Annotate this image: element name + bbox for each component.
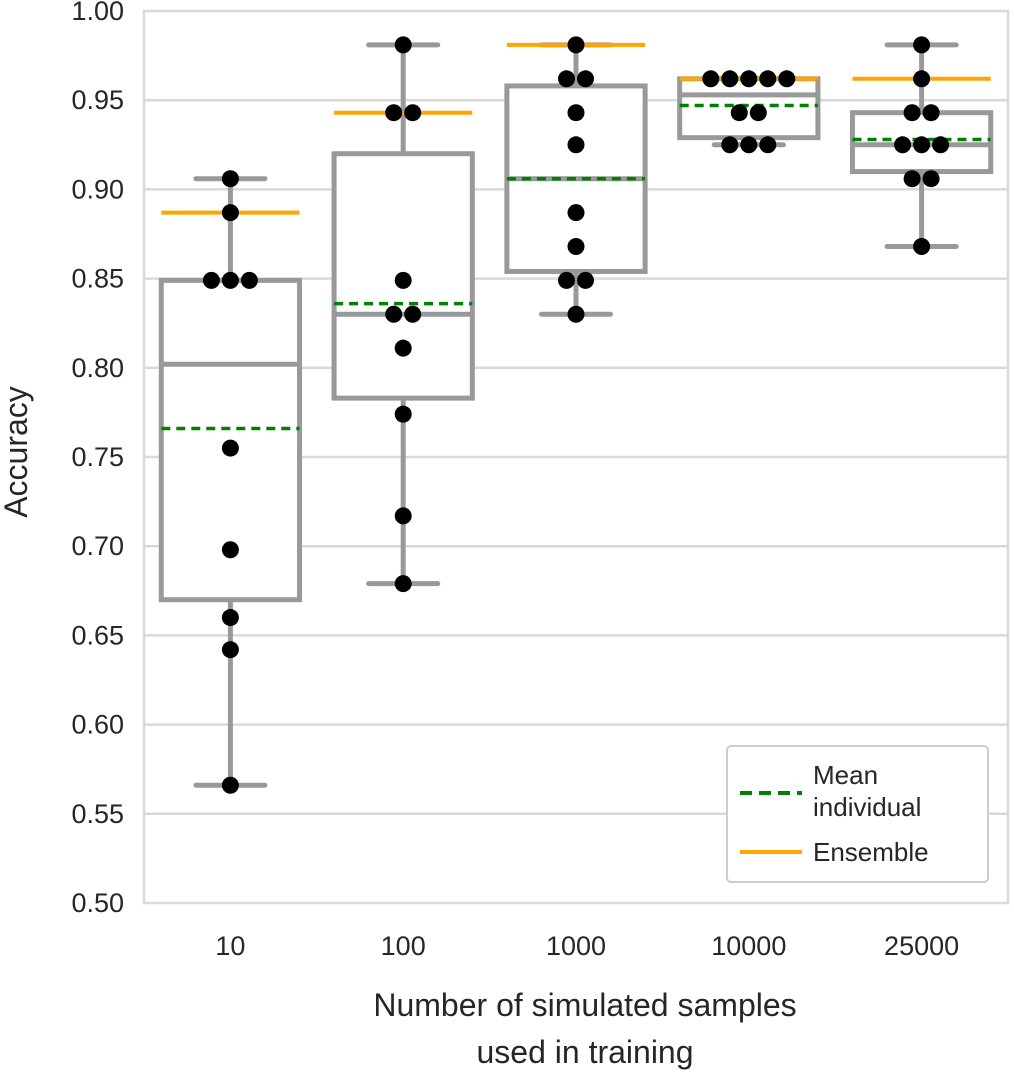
data-point xyxy=(394,36,412,54)
data-point xyxy=(385,305,403,323)
data-point xyxy=(221,204,239,222)
data-point xyxy=(221,439,239,457)
data-point xyxy=(894,136,912,154)
box-group xyxy=(331,42,475,587)
boxes xyxy=(158,42,994,788)
data-point xyxy=(558,271,575,289)
x-axis-label-line-2: used in training xyxy=(476,1034,693,1070)
x-tick-label: 10000 xyxy=(711,931,786,961)
data-point xyxy=(759,70,777,88)
data-point xyxy=(567,136,585,154)
data-point xyxy=(913,136,931,154)
data-point xyxy=(759,136,777,154)
x-tick-label: 25000 xyxy=(884,931,959,961)
x-tick-label: 100 xyxy=(381,931,426,961)
y-tick-label: 0.85 xyxy=(71,264,124,294)
data-point xyxy=(577,271,594,289)
box-iqr xyxy=(677,76,821,141)
data-point xyxy=(394,575,412,593)
data-point xyxy=(932,136,950,154)
data-point xyxy=(240,271,258,289)
data-point xyxy=(558,70,575,88)
data-point xyxy=(903,170,921,188)
data-point xyxy=(577,70,594,88)
data-point xyxy=(404,305,422,323)
y-tick-label: 0.80 xyxy=(71,353,124,383)
data-points xyxy=(202,36,950,794)
x-axis-label-line-1: Number of simulated samples xyxy=(373,987,796,1023)
data-point xyxy=(394,271,412,289)
data-point xyxy=(721,70,739,88)
data-point xyxy=(567,104,585,122)
y-tick-label: 0.55 xyxy=(71,799,124,829)
legend-frame xyxy=(726,745,989,883)
y-tick-label: 0.75 xyxy=(71,442,124,472)
data-point xyxy=(778,70,796,88)
data-point xyxy=(221,541,239,559)
data-point xyxy=(221,776,239,794)
data-point xyxy=(221,641,239,659)
data-point xyxy=(913,36,931,54)
data-point xyxy=(903,104,921,122)
legend-ensemble-label: Ensemble xyxy=(813,837,929,867)
data-point xyxy=(913,237,931,255)
data-point xyxy=(567,305,585,323)
data-point xyxy=(394,405,412,423)
data-point xyxy=(385,104,403,122)
data-point xyxy=(567,237,585,255)
x-tick-label: 1000 xyxy=(546,931,606,961)
data-point xyxy=(922,104,940,122)
data-point xyxy=(394,507,412,525)
y-tick-label: 0.60 xyxy=(71,710,124,740)
legend-mean-label-line-2: individual xyxy=(813,792,921,822)
y-tick-label: 0.90 xyxy=(71,174,124,204)
data-point xyxy=(749,104,767,122)
data-point xyxy=(721,136,739,154)
box-group xyxy=(677,76,821,148)
data-point xyxy=(394,339,412,357)
data-point xyxy=(221,609,239,627)
legend-mean-label-line-1: Mean xyxy=(813,760,878,790)
y-axis-label: Accuracy xyxy=(0,386,34,518)
data-point xyxy=(730,104,748,122)
y-tick-label: 0.65 xyxy=(71,620,124,650)
y-tick-label: 0.70 xyxy=(71,531,124,561)
y-tick-label: 0.95 xyxy=(71,85,124,115)
y-tick-label: 1.00 xyxy=(71,0,124,26)
data-point xyxy=(567,204,585,222)
y-axis-ticks: 0.50 0.55 0.60 0.65 0.70 0.75 0.80 0.85 0.90 0.95… xyxy=(71,0,124,918)
legend: Mean individual Ensemble xyxy=(726,745,989,883)
data-point xyxy=(922,170,940,188)
x-axis-ticks: 10 100 1000 10000 25000 xyxy=(215,931,959,961)
x-tick-label: 10 xyxy=(215,931,245,961)
box-group xyxy=(158,176,303,788)
data-point xyxy=(702,70,720,88)
data-point xyxy=(740,136,758,154)
data-point xyxy=(913,70,931,88)
data-point xyxy=(221,271,239,289)
data-point xyxy=(202,271,220,289)
data-point xyxy=(221,170,239,188)
data-point xyxy=(567,36,585,54)
data-point xyxy=(740,70,758,88)
plot-frame xyxy=(142,9,1010,905)
y-tick-label: 0.50 xyxy=(71,888,124,918)
data-point xyxy=(404,104,422,122)
